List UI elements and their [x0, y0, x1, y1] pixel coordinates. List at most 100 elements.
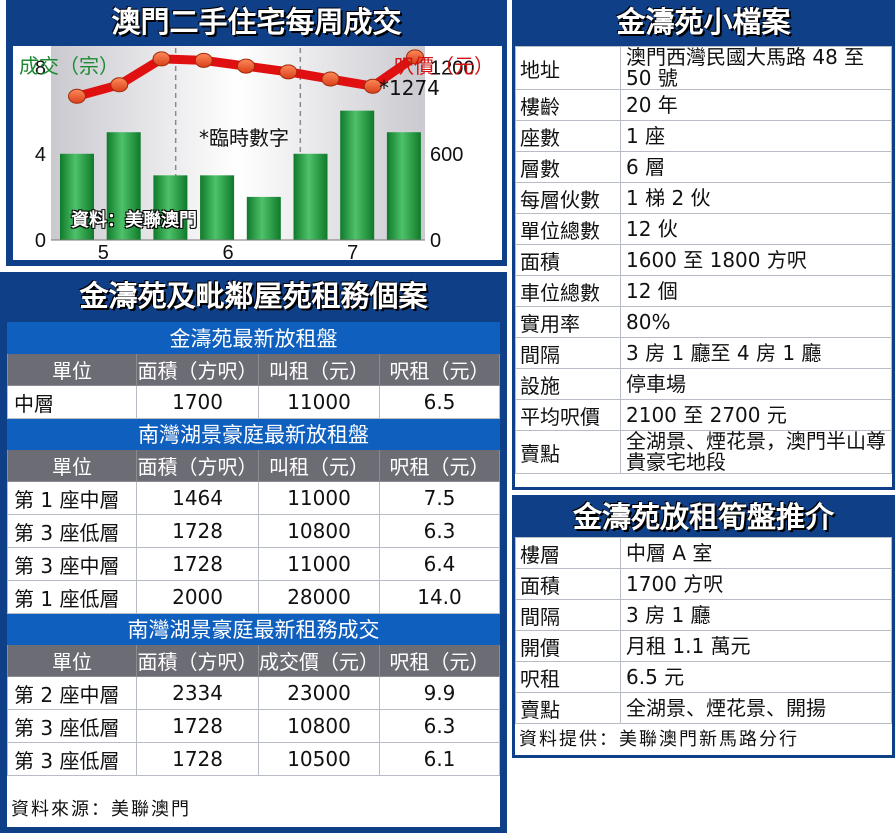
profile-row: 每層伙數 1 梯 2 伙	[515, 182, 892, 214]
table-cell: 第 3 座低層	[6, 709, 138, 743]
column-header: 單位	[6, 449, 138, 482]
table-cell: 10500	[258, 742, 381, 776]
table-cell: 中層	[6, 385, 138, 419]
recommendation-value: 1700 方呎	[620, 568, 892, 600]
profile-value: 20 年	[620, 89, 892, 121]
recommendation-value: 月租 1.1 萬元	[620, 630, 892, 662]
table-cell: 23000	[258, 676, 381, 710]
table-row: 第 3 座低層 1728 10800 6.3	[6, 514, 500, 548]
section-heading: 金濤苑最新放租盤	[7, 322, 500, 354]
table-row: 中層 1700 11000 6.5	[6, 385, 500, 419]
section-heading: 南灣湖景豪庭最新放租盤	[7, 418, 500, 450]
rental-cases-table: 金濤苑最新放租盤 單位 面積（方呎） 叫租（元） 呎租（元） 中層 1700 11000 6.5…	[6, 322, 500, 776]
table-cell: 6.4	[379, 547, 500, 581]
chart-panel: 澳門二手住宅每周成交 0 4 8 0 600 1200 5 6 7 成交	[6, 0, 507, 266]
column-header: 單位	[6, 644, 138, 677]
profile-row: 座數 1 座	[515, 120, 892, 152]
table-cell: 1728	[136, 709, 260, 743]
bar-deals	[60, 153, 94, 240]
profile-label: 實用率	[515, 306, 621, 338]
line-point	[152, 51, 171, 67]
rental-source: 資料來源：美聯澳門	[11, 799, 191, 820]
profile-label: 面積	[515, 244, 621, 276]
table-row: 第 1 座中層 1464 11000 7.5	[6, 481, 500, 515]
line-point	[406, 49, 424, 65]
table-cell: 10800	[258, 514, 381, 548]
profile-row: 樓齡 20 年	[515, 89, 892, 121]
table-cell: 2334	[136, 676, 260, 710]
profile-table: 地址 澳門西灣民國大馬路 48 至 50 號樓齡 20 年座數 1 座層數 6 層每層伙…	[515, 46, 892, 474]
line-point	[237, 58, 255, 74]
profile-row: 面積 1600 至 1800 方呎	[515, 244, 892, 276]
line-point	[110, 77, 129, 93]
right-tick-label: 1200	[430, 58, 475, 80]
rental-cases-body: 金濤苑最新放租盤 單位 面積（方呎） 叫租（元） 呎租（元） 中層 1700 11000 6.5…	[6, 322, 500, 827]
table-row: 第 3 座低層 1728 10800 6.3	[6, 709, 500, 743]
line-point	[279, 64, 298, 80]
table-cell: 第 3 座低層	[6, 514, 138, 548]
bar-deals	[340, 110, 375, 241]
profile-label: 地址	[515, 46, 621, 90]
profile-value: 停車場	[620, 368, 892, 400]
profile-value: 80%	[620, 306, 892, 338]
column-header: 面積（方呎）	[136, 353, 260, 386]
left-tick-label: 8	[35, 58, 46, 80]
table-cell: 第 3 座中層	[6, 547, 138, 581]
bar-deals	[153, 175, 188, 240]
profile-label: 每層伙數	[515, 182, 621, 214]
column-header: 叫租（元）	[258, 353, 381, 386]
profile-label: 單位總數	[515, 213, 621, 245]
recommendation-label: 樓層	[515, 537, 621, 569]
left-tick-label: 4	[35, 144, 46, 166]
bar-deals	[106, 132, 141, 240]
profile-row: 地址 澳門西灣民國大馬路 48 至 50 號	[515, 46, 892, 90]
table-cell: 6.3	[379, 514, 500, 548]
profile-label: 設施	[515, 368, 621, 400]
combo-chart: 0 4 8 0 600 1200 5 6 7	[35, 46, 475, 260]
right-tick-label: 0	[430, 230, 441, 252]
table-cell: 28000	[258, 580, 381, 614]
table-cell: 1728	[136, 514, 260, 548]
table-cell: 14.0	[379, 580, 500, 614]
table-cell: 7.5	[379, 481, 500, 515]
line-point	[194, 52, 213, 68]
recommendation-panel: 金濤苑放租筍盤推介 樓層 中層 A 室面積 1700 方呎 間隔 3 房 1 廳開價 月租…	[512, 495, 895, 758]
profile-panel: 金濤苑小檔案 地址 澳門西灣民國大馬路 48 至 50 號樓齡 20 年座數 1 座層…	[512, 0, 895, 490]
table-cell: 第 3 座低層	[6, 742, 138, 776]
profile-value: 12 伙	[620, 213, 892, 245]
table-cell: 1728	[136, 742, 260, 776]
profile-value: 1600 至 1800 方呎	[620, 244, 892, 276]
bar-deals	[246, 196, 281, 240]
column-header: 呎租（元）	[379, 449, 500, 482]
profile-row: 單位總數 12 伙	[515, 213, 892, 245]
provisional-note: *臨時數字	[199, 126, 289, 150]
bar-deals	[293, 153, 328, 240]
section-heading: 南灣湖景豪庭最新租務成交	[7, 613, 500, 645]
latest-value-label: *1274	[379, 76, 440, 100]
table-cell: 6.5	[379, 385, 500, 419]
line-point	[363, 78, 382, 94]
recommendation-label: 開價	[515, 630, 621, 662]
column-header-row: 單位 面積（方呎） 叫租（元） 呎租（元）	[6, 449, 500, 482]
table-cell: 第 2 座中層	[6, 676, 138, 710]
table-row: 第 2 座中層 2334 23000 9.9	[6, 676, 500, 710]
table-cell: 第 1 座低層	[6, 580, 138, 614]
recommendation-value: 全湖景、煙花景、開揚	[620, 692, 892, 724]
line-point	[321, 71, 340, 87]
recommendation-label: 間隔	[515, 599, 621, 631]
bar-deals	[200, 175, 235, 240]
recommendation-row: 呎租 6.5 元	[515, 661, 892, 693]
column-header: 面積（方呎）	[136, 644, 260, 677]
recommendation-value: 6.5 元	[620, 661, 892, 693]
column-header: 呎租（元）	[379, 644, 500, 677]
profile-row: 車位總數 12 個	[515, 275, 892, 307]
recommendation-value: 中層 A 室	[620, 537, 892, 569]
profile-row: 實用率 80%	[515, 306, 892, 338]
table-cell: 11000	[258, 481, 381, 515]
profile-label: 賣點	[515, 430, 621, 474]
column-header-row: 單位 面積（方呎） 叫租（元） 呎租（元）	[6, 353, 500, 386]
line-point	[68, 88, 86, 104]
recommendation-row: 賣點 全湖景、煙花景、開揚	[515, 692, 892, 724]
column-header: 呎租（元）	[379, 353, 500, 386]
profile-value: 1 座	[620, 120, 892, 152]
